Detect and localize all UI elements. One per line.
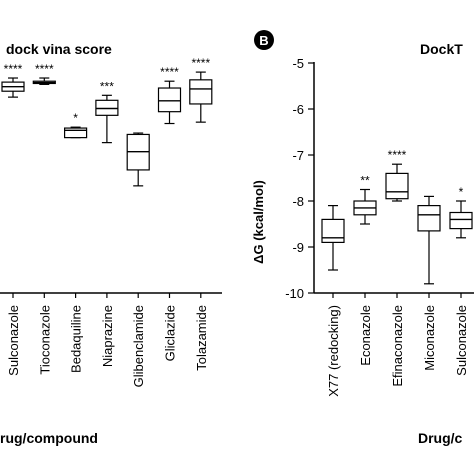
y-tick-label: -8 — [292, 194, 304, 209]
significance-mark: * — [73, 111, 78, 125]
panel-b-badge — [254, 30, 274, 50]
significance-mark: **** — [4, 62, 23, 76]
x-tick-label: X77 (redocking) — [326, 305, 341, 397]
x-tick-label: Niaprazine — [100, 305, 115, 367]
y-tick-label: -10 — [285, 286, 304, 301]
panel-b-x-axis-label: Drug/c — [418, 430, 463, 446]
significance-mark: **** — [191, 56, 210, 70]
y-tick-label: -5 — [292, 56, 304, 71]
y-tick-label: -9 — [292, 240, 304, 255]
x-tick-label: Tolazamide — [194, 305, 209, 371]
panel-a-x-axis-label: rug/compound — [0, 430, 98, 446]
box-tolazamide — [189, 79, 213, 105]
significance-mark: **** — [35, 62, 54, 76]
x-tick-label: Tioconazole — [37, 305, 52, 375]
x-tick-label: Gliclazide — [163, 305, 178, 361]
x-tick-label: Econazole — [358, 305, 373, 366]
box-gliclazide — [157, 87, 182, 113]
significance-mark: **** — [160, 65, 179, 79]
significance-mark: *** — [100, 79, 114, 93]
y-tick-label: -6 — [292, 102, 304, 117]
box-x77-redocking- — [321, 218, 345, 243]
significance-mark: * — [459, 185, 464, 199]
x-tick-label: Miconazole — [422, 305, 437, 371]
box-sulconazole — [449, 211, 473, 230]
significance-mark: **** — [388, 148, 407, 162]
y-tick-label: -7 — [292, 148, 304, 163]
significance-mark: ** — [360, 174, 370, 188]
box-miconazole — [417, 205, 441, 232]
panel-b-label: B — [259, 33, 268, 48]
panel-a-title: dock vina score — [6, 41, 112, 57]
panel-a: dock vina score **** **************** Sul… — [0, 41, 222, 446]
x-tick-label: Efinaconazole — [390, 305, 405, 387]
x-tick-label: Glibenclamide — [131, 305, 146, 387]
box-efinaconazole — [385, 172, 409, 200]
panel-b-title: DockT — [420, 41, 463, 57]
panel-b-y-axis-label: ΔG (kcal/mol) — [251, 180, 266, 264]
x-tick-label: Bedaquiline — [69, 305, 84, 373]
x-tick-label: Sulconazole — [6, 305, 21, 376]
box-bedaquiline — [63, 127, 88, 139]
panel-b: B DockT -5-6-7-8-9-10 ΔG (kcal/mol) ****… — [251, 30, 474, 446]
x-tick-label: Sulconazole — [454, 305, 469, 376]
